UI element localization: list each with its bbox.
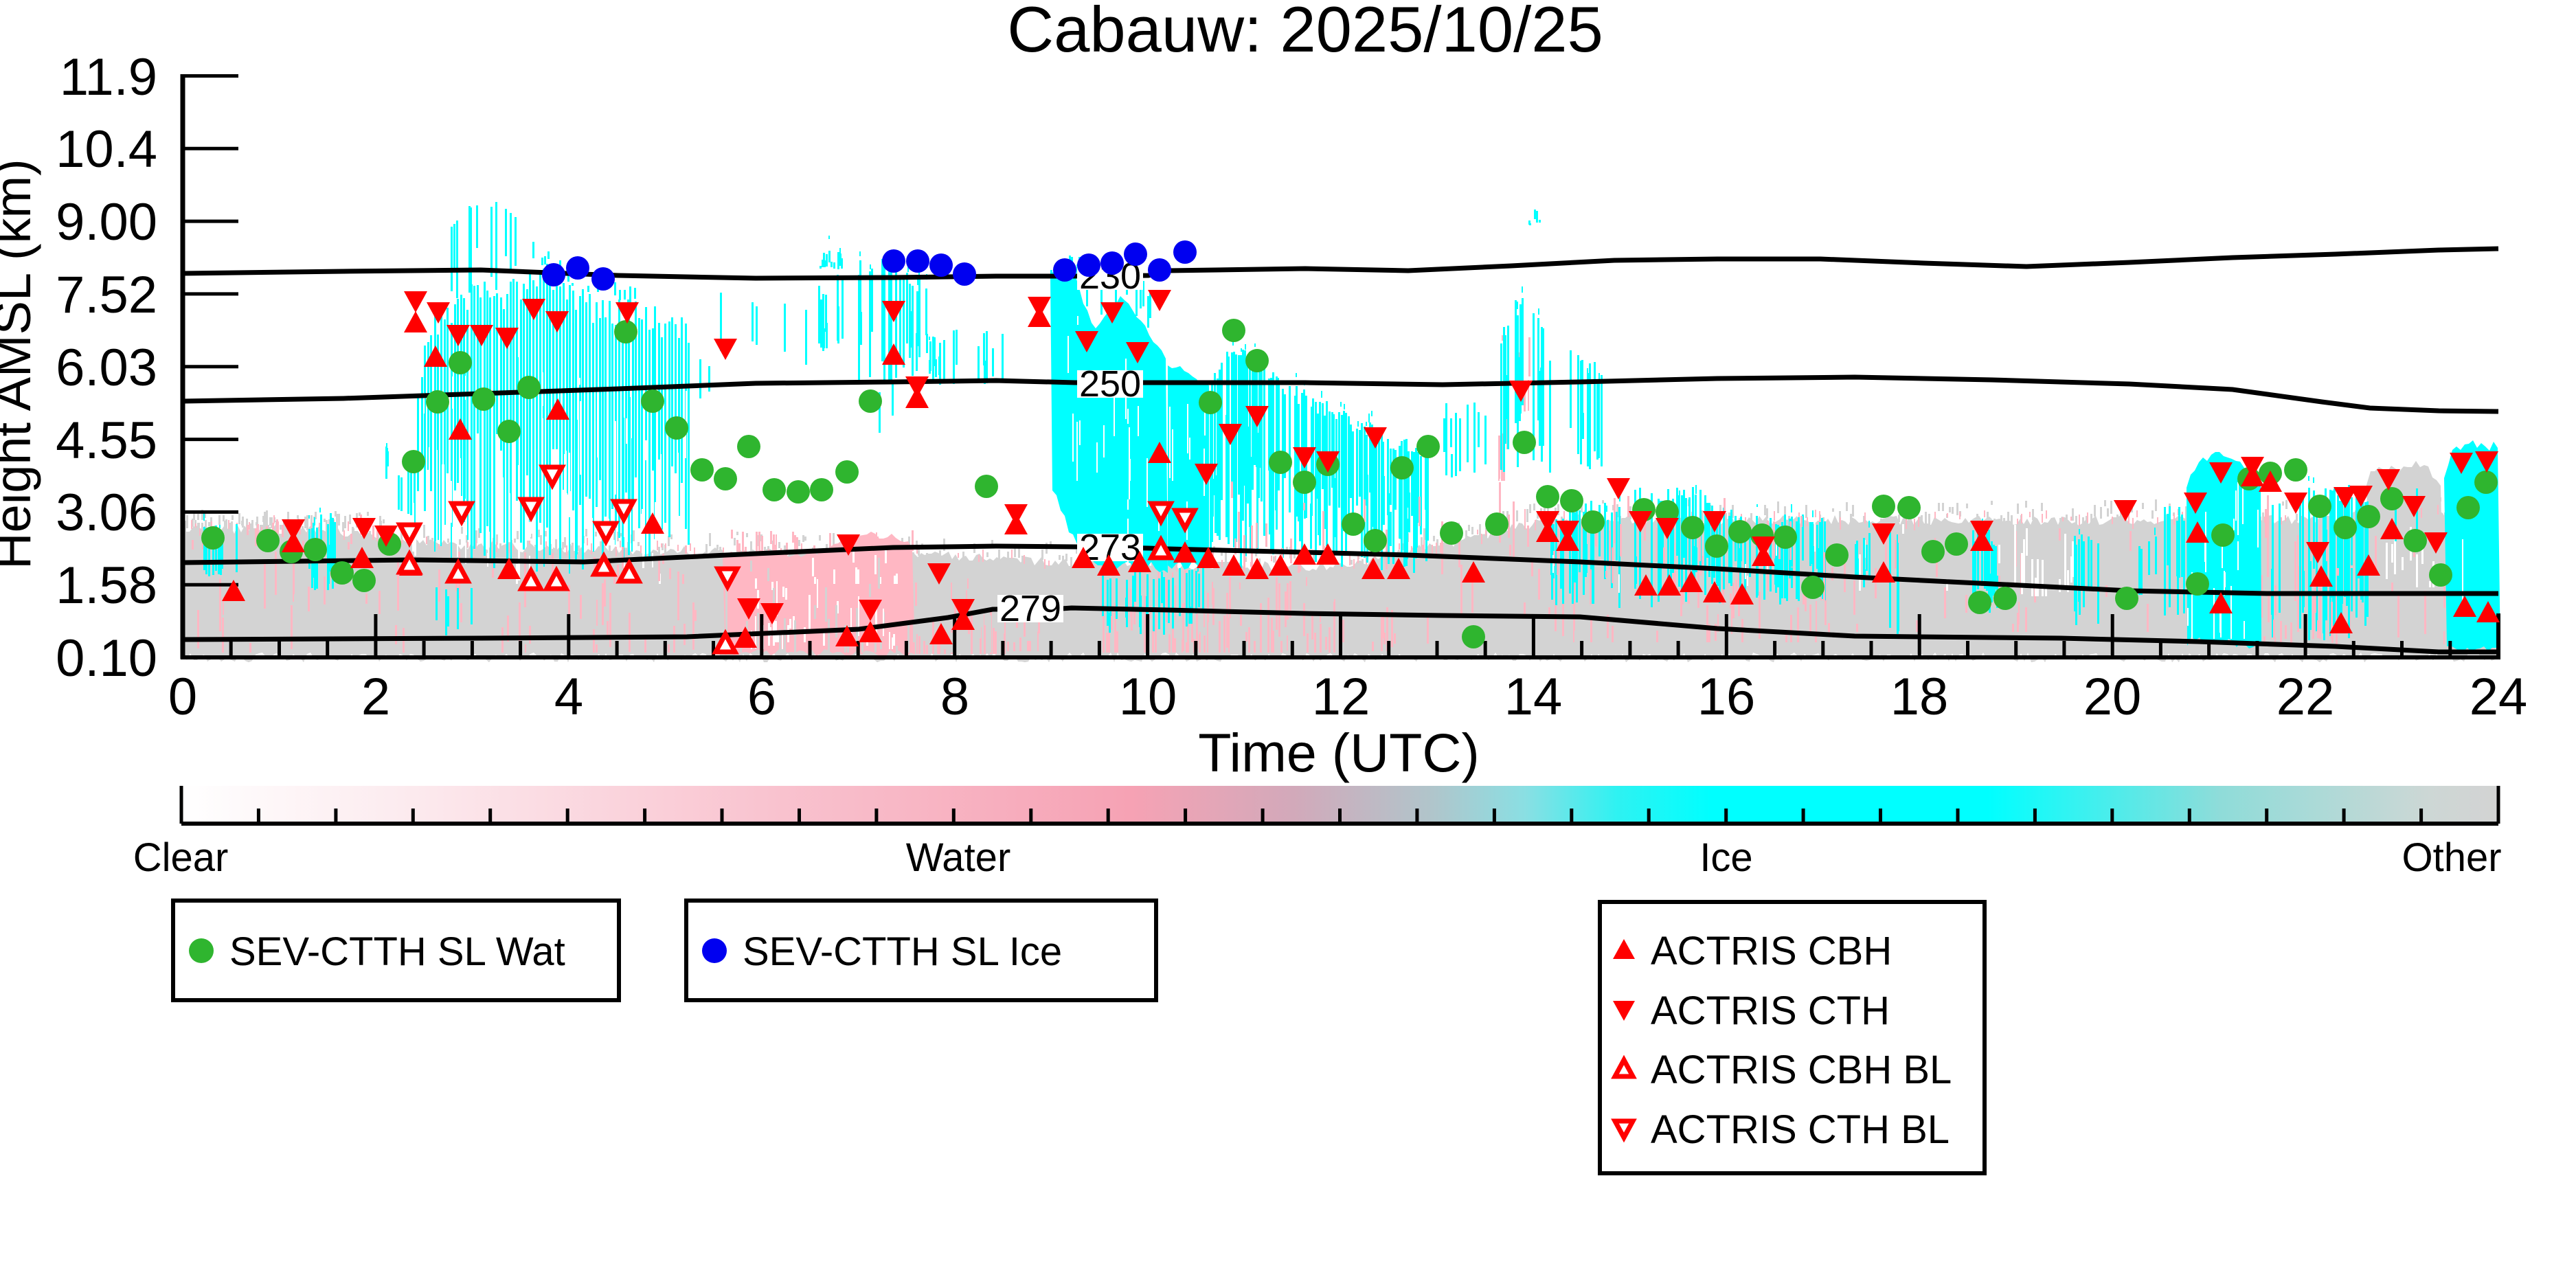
svg-text:12: 12 [1312,668,1370,726]
svg-text:2: 2 [361,668,390,726]
svg-text:Height AMSL (km): Height AMSL (km) [0,159,41,569]
svg-text:279: 279 [999,588,1061,629]
svg-text:4.55: 4.55 [56,411,157,470]
svg-text:SEV-CTTH SL Ice: SEV-CTTH SL Ice [743,929,1062,974]
svg-text:11.9: 11.9 [60,48,157,106]
svg-text:Other: Other [2402,835,2501,880]
svg-text:250: 250 [1079,363,1141,405]
svg-text:16: 16 [1697,668,1756,726]
svg-text:14: 14 [1504,668,1563,726]
svg-text:6: 6 [747,668,776,726]
svg-text:Ice: Ice [1699,835,1752,880]
svg-text:Time (UTC): Time (UTC) [1198,722,1480,783]
svg-text:0.10: 0.10 [56,629,157,688]
svg-text:20: 20 [2083,668,2142,726]
svg-text:ACTRIS CBH: ACTRIS CBH [1651,929,1892,973]
svg-text:10.4: 10.4 [56,120,157,179]
svg-text:6.03: 6.03 [56,339,157,397]
svg-text:22: 22 [2276,668,2335,726]
svg-text:9.00: 9.00 [56,193,157,251]
svg-text:4: 4 [554,668,583,726]
svg-text:Cabauw: 2025/10/25: Cabauw: 2025/10/25 [1007,0,1603,65]
svg-text:3.06: 3.06 [56,484,157,542]
svg-text:Water: Water [906,835,1011,880]
svg-text:0: 0 [168,668,197,726]
svg-text:10: 10 [1119,668,1177,726]
svg-text:24: 24 [2470,668,2528,726]
svg-text:8: 8 [940,668,969,726]
svg-text:ACTRIS CTH BL: ACTRIS CTH BL [1651,1107,1950,1152]
svg-text:Clear: Clear [133,835,229,880]
svg-text:18: 18 [1890,668,1949,726]
svg-text:1.58: 1.58 [56,556,157,615]
svg-text:SEV-CTTH SL Wat: SEV-CTTH SL Wat [229,929,565,974]
svg-text:7.52: 7.52 [56,266,157,324]
svg-text:ACTRIS CTH: ACTRIS CTH [1651,988,1890,1033]
svg-text:ACTRIS CBH BL: ACTRIS CBH BL [1651,1048,1952,1092]
